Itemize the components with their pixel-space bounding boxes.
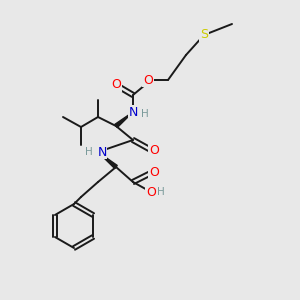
Text: N: N [97, 146, 107, 158]
Text: H: H [157, 187, 165, 197]
Text: S: S [200, 28, 208, 41]
Text: N: N [128, 106, 138, 118]
Text: H: H [141, 109, 149, 119]
Text: O: O [111, 79, 121, 92]
Text: O: O [149, 145, 159, 158]
Text: O: O [149, 167, 159, 179]
Polygon shape [115, 112, 133, 128]
Polygon shape [98, 152, 117, 169]
Text: O: O [143, 74, 153, 86]
Text: O: O [146, 187, 156, 200]
Text: H: H [85, 147, 93, 157]
